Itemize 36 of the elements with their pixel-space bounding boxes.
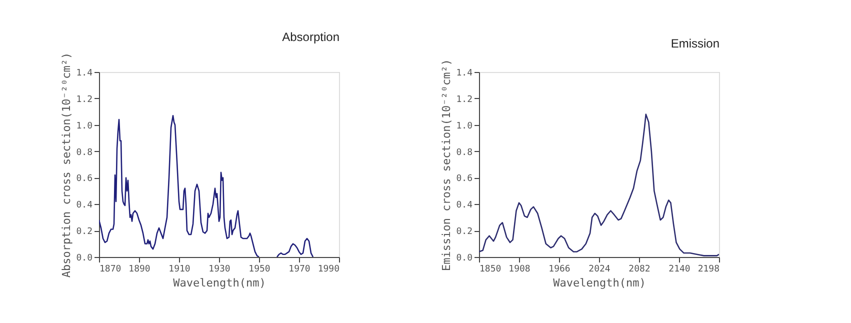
y-axis-title: Emission cross section(10⁻²⁰cm²) <box>440 59 454 271</box>
y-tick-label: 0.2 <box>76 227 92 238</box>
x-tick-label: 1970 <box>288 264 310 274</box>
x-tick-label: 1990 <box>318 264 340 274</box>
y-tick-label: 1.0 <box>456 121 472 132</box>
x-tick-label: 1966 <box>548 264 570 274</box>
y-tick-label: 0.0 <box>76 254 92 264</box>
x-tick-label: 1850 <box>480 264 502 274</box>
y-tick-label: 0.2 <box>456 227 472 238</box>
chart-title: Absorption <box>282 30 340 44</box>
y-tick-label: 0.8 <box>456 148 472 158</box>
x-tick-label: 1908 <box>508 264 530 274</box>
x-tick-label: 1910 <box>168 264 190 274</box>
y-tick-label: 0.8 <box>76 148 92 158</box>
x-tick-label: 2024 <box>588 264 610 274</box>
y-tick-label: 1.0 <box>76 121 92 132</box>
y-axis-title: Absorption cross section(10⁻²⁰cm²) <box>60 52 74 278</box>
y-tick-label: 0.6 <box>76 174 92 184</box>
x-axis-title: Wavelength(nm) <box>553 276 646 290</box>
x-axis-title: Wavelength(nm) <box>173 276 266 290</box>
y-tick-label: 0.4 <box>76 200 92 211</box>
x-tick-label: 1930 <box>208 264 230 274</box>
y-tick-label: 0.4 <box>456 200 472 211</box>
x-tick-label: 1950 <box>248 264 270 274</box>
y-tick-label: 1.2 <box>456 94 472 105</box>
x-tick-label: 1870 <box>100 264 122 274</box>
y-tick-label: 1.2 <box>76 94 92 105</box>
y-tick-label: 1.4 <box>76 68 92 78</box>
chart-title: Emission <box>670 36 720 51</box>
y-tick-label: 1.4 <box>456 68 472 78</box>
y-tick-label: 0.0 <box>456 254 472 264</box>
x-tick-label: 2082 <box>628 264 650 274</box>
y-tick-label: 0.6 <box>456 174 472 184</box>
x-tick-label: 1890 <box>128 264 150 274</box>
x-tick-label: 2198 <box>698 264 720 274</box>
x-tick-label: 2140 <box>668 264 690 274</box>
